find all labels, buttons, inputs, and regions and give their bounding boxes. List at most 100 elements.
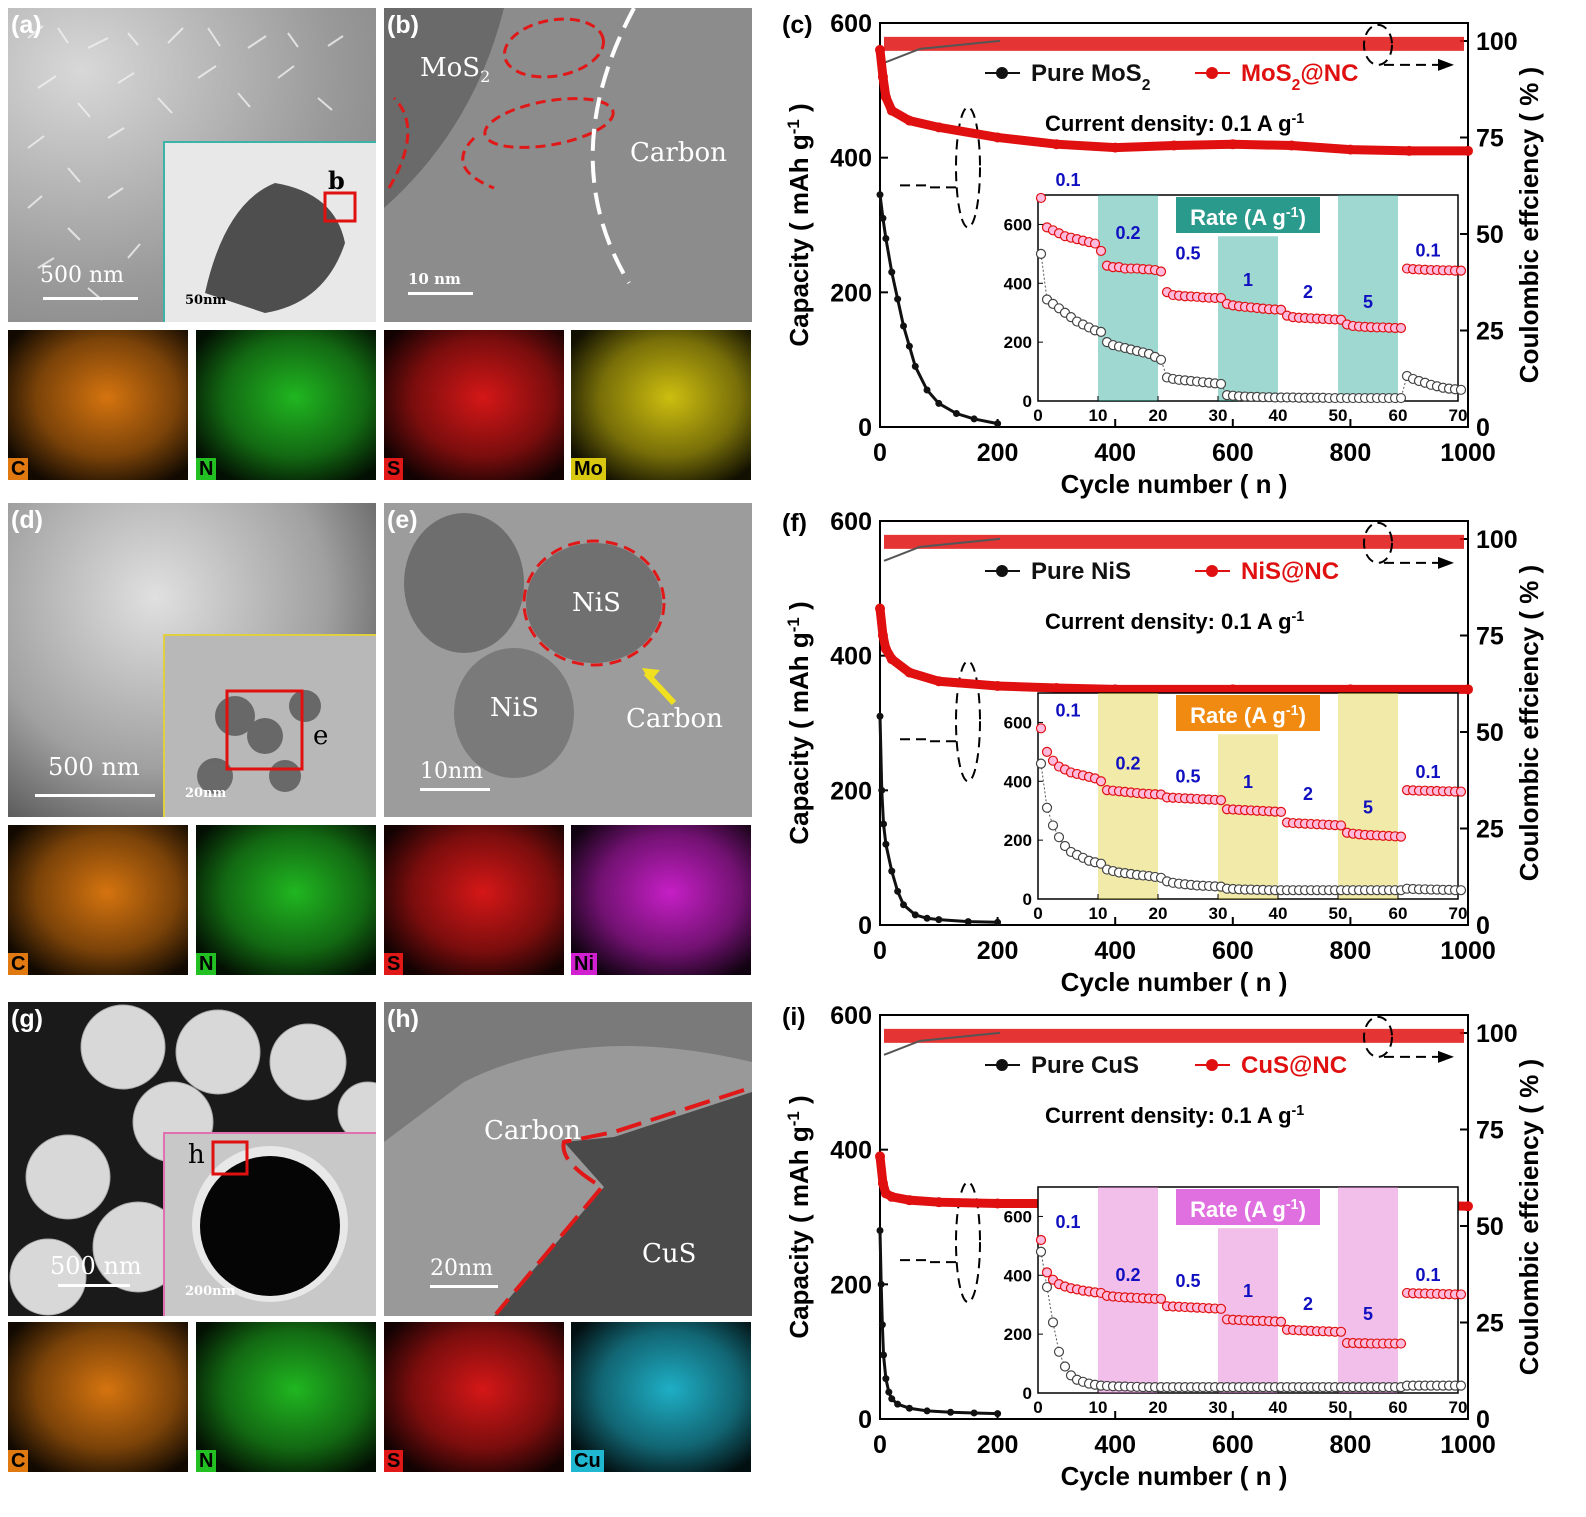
eds-map-c: C [8, 825, 188, 975]
rate-band [1218, 1228, 1278, 1393]
eds-element-label: N [196, 1450, 217, 1472]
rate-band [1338, 195, 1398, 401]
x-tick-label: 800 [1330, 439, 1372, 467]
eds-element-label: Ni [571, 953, 597, 975]
x-tick-label: 0 [873, 439, 887, 467]
panel-label-g: (g) [11, 1005, 43, 1033]
eds-element-label: Cu [571, 1450, 604, 1472]
x-tick-label: 800 [1330, 937, 1372, 965]
y2-tick-label: 75 [1476, 125, 1504, 153]
rate-label: 1 [1243, 1281, 1253, 1301]
inset-point-nc [1041, 746, 1053, 757]
tem-image-e: (e) NiS NiS Carbon 10nm [384, 503, 752, 817]
y2-tick-label: 25 [1476, 318, 1504, 346]
eds-element-label: N [196, 953, 217, 975]
y-tick-label: 600 [830, 1002, 872, 1030]
inset-point-pure [1035, 758, 1047, 769]
panel-label-d: (d) [11, 506, 43, 534]
y-tick-label: 0 [858, 1406, 872, 1434]
label-nis-1: NiS [572, 588, 621, 618]
y2-tick-label: 75 [1476, 623, 1504, 651]
rate-label: 0.1 [1055, 1212, 1080, 1232]
y2-axis-label: Coulombic effciency ( % ) [1514, 67, 1544, 383]
inset-title: Rate (A g-1) [1190, 1197, 1306, 1222]
sem-image-d: (d) 20nm e 500 nm [8, 503, 376, 817]
series-point [1286, 140, 1297, 151]
inset-point-pure [1053, 1346, 1065, 1357]
inset-y-tick-label: 200 [1004, 831, 1032, 850]
inset-x-tick-label: 20 [1149, 1398, 1168, 1417]
inset-point-nc [1215, 1303, 1227, 1314]
inset-x-tick-label: 50 [1329, 406, 1348, 425]
tem-image-h: (h) Carbon CuS 20nm [384, 1002, 752, 1316]
rate-band [1338, 693, 1398, 899]
y2-tick-label: 25 [1476, 816, 1504, 844]
eds-element-label: S [384, 953, 404, 975]
series-point [923, 1407, 931, 1415]
series-point [904, 1195, 915, 1206]
inset-point-pure [1035, 1246, 1047, 1257]
series-point [882, 1375, 890, 1383]
y2-tick-label: 0 [1476, 1406, 1490, 1434]
inset-x-tick-label: 60 [1389, 1398, 1408, 1417]
series-line-pure [878, 1230, 998, 1416]
inset-point-pure [1047, 820, 1059, 831]
y-axis-label: Capacity ( mAh g-1 ) [784, 1095, 815, 1338]
eds-map-c: C [8, 1322, 188, 1472]
series-point [1051, 139, 1062, 150]
eds-map-s: S [384, 1322, 564, 1472]
current-density-note: Current density: 0.1 A g-1 [1045, 111, 1304, 136]
scale-bar-label-a-inset: 50nm [185, 293, 227, 308]
series-point [875, 44, 885, 55]
y-tick-label: 400 [830, 145, 872, 173]
series-point [886, 654, 897, 665]
inset-x-tick-label: 20 [1149, 904, 1168, 923]
x-tick-label: 800 [1330, 1431, 1372, 1459]
scale-bar-label-g-inset: 200nm [185, 1284, 236, 1299]
y2-tick-label: 50 [1476, 221, 1504, 249]
eds-map-mo: Mo [571, 330, 751, 480]
sem-image-g: (g) 200nm h 500 nm [8, 1002, 376, 1316]
series-point [880, 820, 888, 828]
chart-i: (i)0 200 400 600 800 100002004006000255075100… [782, 1002, 1544, 1491]
inset-x-tick-label: 50 [1329, 904, 1348, 923]
panel-label-b: (b) [387, 11, 419, 39]
inset-point-nc [1095, 245, 1107, 257]
x-tick-label: 600 [1212, 937, 1254, 965]
inset-x-tick-label: 20 [1149, 406, 1168, 425]
y2-axis-label: Coulombic effciency ( % ) [1514, 565, 1544, 881]
series-point [894, 1400, 902, 1408]
y-axis-label: Capacity ( mAh g-1 ) [784, 103, 815, 346]
y-tick-label: 600 [830, 10, 872, 38]
series-point [1051, 682, 1062, 693]
x-tick-label: 200 [977, 937, 1019, 965]
rate-label: 0.1 [1415, 1265, 1440, 1285]
series-point [994, 420, 1002, 428]
arrow-right-head [1438, 556, 1454, 569]
series-point [878, 1321, 886, 1329]
series-point [882, 840, 890, 848]
y2-tick-label: 25 [1476, 1310, 1504, 1338]
series-point [878, 786, 886, 794]
inset-y-tick-label: 200 [1004, 333, 1032, 352]
inset-x-tick-label: 30 [1209, 904, 1228, 923]
inset-point-nc [1335, 820, 1347, 831]
series-point [1345, 684, 1356, 695]
inset-point-nc [1455, 786, 1467, 797]
series-point [879, 214, 887, 222]
inset-x-tick-label: 10 [1089, 904, 1108, 923]
y-tick-label: 400 [830, 1137, 872, 1165]
series-point [877, 1178, 888, 1189]
eds-element-label: S [384, 1450, 404, 1472]
y-tick-label: 400 [830, 643, 872, 671]
inset-x-tick-label: 30 [1209, 1398, 1228, 1417]
current-density-note: Current density: 0.1 A g-1 [1045, 609, 1304, 634]
axes-frame [879, 1014, 1469, 1420]
panel-label-i: (i) [782, 1003, 806, 1031]
inset-point-nc [1275, 1316, 1287, 1327]
inset-point-nc [1455, 265, 1467, 276]
inset-y-tick-label: 600 [1004, 1207, 1032, 1226]
legend-marker-nc [1206, 1059, 1218, 1071]
rate-label: 0.1 [1415, 762, 1440, 782]
inset-point-pure [1215, 378, 1227, 390]
